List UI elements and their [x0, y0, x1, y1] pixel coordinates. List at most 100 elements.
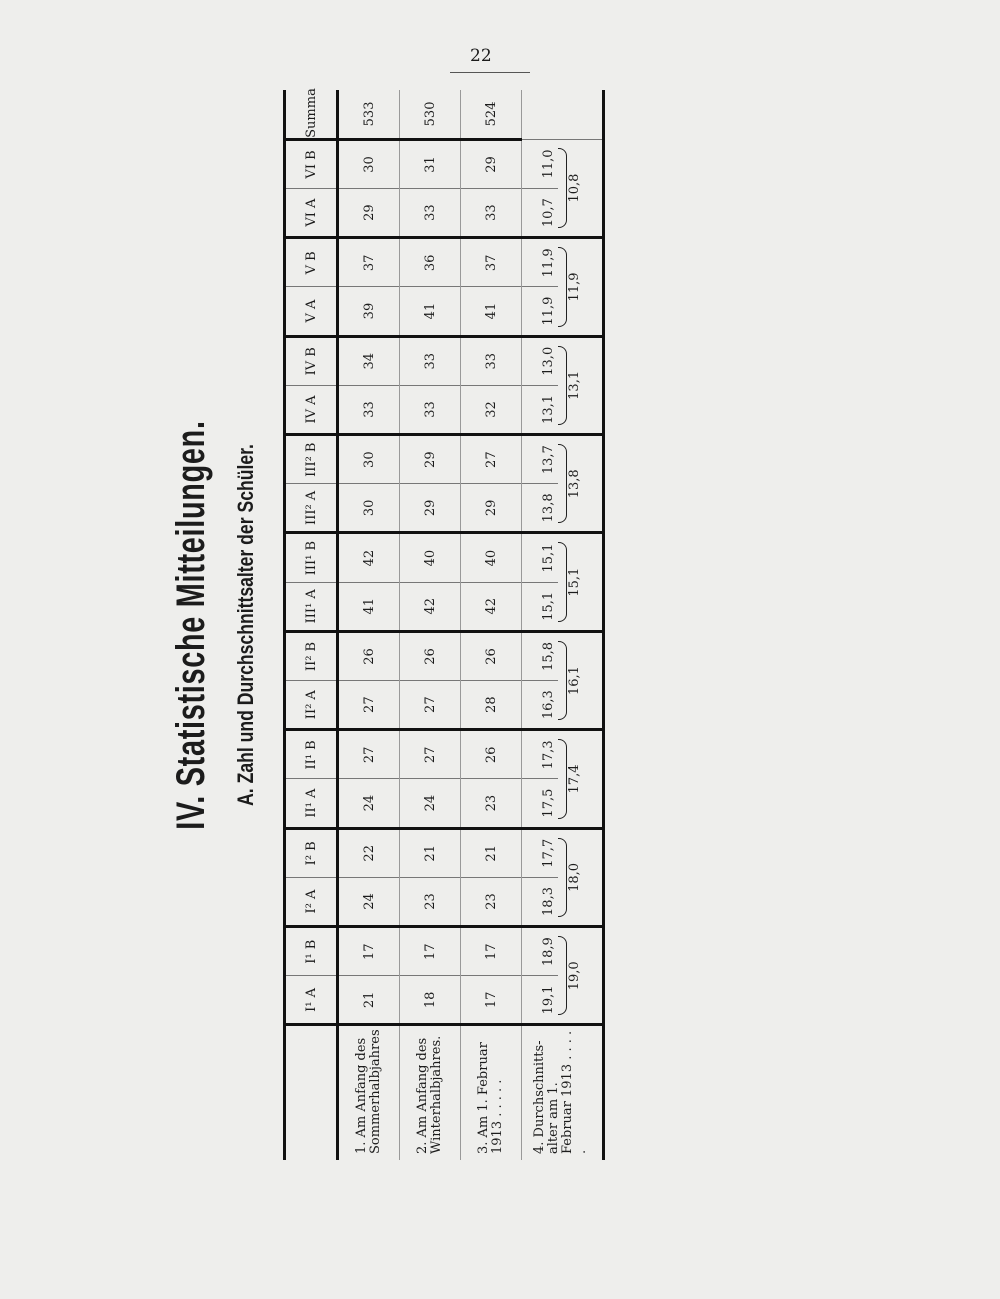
row-label: 4. Durchschnitts-alter am 1. Februar 191… — [521, 1025, 604, 1160]
table-cell: 30 — [337, 434, 400, 484]
table-cell: 21 — [460, 828, 522, 878]
group-average-cell: 10,8 — [558, 139, 604, 238]
table-cell: 530 — [399, 90, 461, 140]
table-cell: 17 — [399, 926, 461, 976]
table-cell: 33 — [399, 188, 461, 238]
column-header: VI B — [284, 139, 338, 189]
table-cell: 27 — [337, 680, 400, 730]
brace-icon — [558, 147, 567, 229]
table-cell: 42 — [337, 532, 400, 583]
table-cell: 36 — [399, 237, 461, 287]
group-average-value: 16,1 — [567, 666, 582, 696]
section-title: IV. Statistische Mitteilungen. — [169, 420, 213, 830]
table-cell: 11,0 — [521, 139, 558, 189]
table-cell: 29 — [399, 434, 461, 484]
table-cell: 11,9 — [521, 237, 558, 287]
table-cell: 17,3 — [521, 729, 558, 779]
table-cell: 524 — [460, 90, 522, 140]
table-cell: 15,1 — [521, 582, 558, 632]
brace-icon — [558, 444, 567, 524]
table-cell: 18,9 — [521, 926, 558, 976]
table-cell: 19,1 — [521, 975, 558, 1025]
group-average-cell: 13,8 — [558, 434, 604, 533]
group-average-value: 17,4 — [567, 764, 582, 794]
group-average-value: 10,8 — [567, 173, 582, 203]
pupil-statistics-table: I¹ A I¹ B I² A I² B II¹ A II¹ B II² A II² B III¹… — [283, 88, 605, 1160]
group-average-cell: 17,4 — [558, 729, 604, 829]
table-row: 2. Am Anfang des Winterhalbjahres. 18 17 23… — [399, 90, 461, 1160]
group-average-value: 13,8 — [567, 469, 582, 499]
group-average-cell: 16,1 — [558, 631, 604, 730]
section-subtitle: A. Zahl und Durchschnittsalter der Schül… — [233, 444, 258, 806]
column-header: V B — [284, 237, 338, 287]
table-cell: 29 — [399, 483, 461, 533]
column-header: I² A — [284, 877, 338, 927]
table-cell: 23 — [460, 877, 522, 927]
table-cell: 26 — [460, 729, 522, 779]
table-cell: 41 — [460, 286, 522, 337]
group-average-cell: 19,0 — [558, 926, 604, 1025]
table-cell: 15,1 — [521, 532, 558, 583]
table-cell: 29 — [337, 188, 400, 238]
table-cell: 30 — [337, 139, 400, 189]
table-cell: 16,3 — [521, 680, 558, 730]
group-average-cell: 15,1 — [558, 532, 604, 632]
table-cell: 27 — [399, 680, 461, 730]
column-header: II¹ B — [284, 729, 338, 779]
brace-icon — [558, 739, 567, 819]
group-average-cell: 13,1 — [558, 336, 604, 435]
group-average-row: 19,0 18,0 17,4 16,1 15,1 13,8 13,1 11,9 10,8 — [558, 90, 604, 1160]
table-cell: 41 — [399, 286, 461, 337]
table-cell: 33 — [460, 336, 522, 386]
brace-icon — [558, 345, 567, 426]
table-cell: 41 — [337, 582, 400, 632]
table-row: 1. Am Anfang des Sommerhalbjahres 21 17 24 2… — [337, 90, 400, 1160]
column-header: I² B — [284, 828, 338, 878]
table-cell: 26 — [337, 631, 400, 681]
table-cell: 533 — [337, 90, 400, 140]
table-cell: 27 — [460, 434, 522, 484]
brace-icon — [558, 542, 567, 622]
column-header: II² B — [284, 631, 338, 681]
table-cell: 39 — [337, 286, 400, 337]
column-header: VI A — [284, 188, 338, 238]
table-cell: 33 — [399, 336, 461, 386]
column-header: III¹ B — [284, 532, 338, 583]
table-cell: 42 — [460, 582, 522, 632]
column-header: III² B — [284, 434, 338, 484]
table-cell: 40 — [460, 532, 522, 583]
table-cell: 21 — [337, 975, 400, 1025]
table-cell: 33 — [460, 188, 522, 238]
table-cell: 24 — [337, 778, 400, 829]
column-header: II² A — [284, 680, 338, 730]
group-average-value: 19,0 — [567, 961, 582, 991]
column-header: III¹ A — [284, 582, 338, 632]
table-cell: 33 — [399, 385, 461, 435]
brace-icon — [558, 837, 567, 918]
table-cell: 15,8 — [521, 631, 558, 681]
table-cell: 17,5 — [521, 778, 558, 829]
table-cell: 27 — [337, 729, 400, 779]
table-cell: 11,9 — [521, 286, 558, 337]
column-header: Summa — [284, 88, 338, 140]
table-cell: 34 — [337, 336, 400, 386]
rotated-content: IV. Statistische Mitteilungen. A. Zahl u… — [165, 88, 605, 1160]
table-cell: 23 — [460, 778, 522, 829]
column-header: IV A — [284, 385, 338, 435]
page-number-rule — [450, 72, 530, 73]
brace-icon — [558, 640, 567, 721]
group-average-cell: 11,9 — [558, 237, 604, 337]
table-cell: 42 — [399, 582, 461, 632]
table-cell: 26 — [460, 631, 522, 681]
row-label: 1. Am Anfang des Sommerhalbjahres — [337, 1025, 400, 1160]
table-cell: 32 — [460, 385, 522, 435]
table-cell: 17 — [460, 926, 522, 976]
table-row: 4. Durchschnitts-alter am 1. Februar 191… — [521, 90, 604, 1160]
table-cell: 17 — [460, 975, 522, 1025]
table-cell: 29 — [460, 483, 522, 533]
table-cell: 37 — [460, 237, 522, 287]
table-cell: 28 — [460, 680, 522, 730]
table-cell: 31 — [399, 139, 461, 189]
column-header: I¹ A — [284, 975, 338, 1025]
header-corner — [284, 1025, 338, 1160]
